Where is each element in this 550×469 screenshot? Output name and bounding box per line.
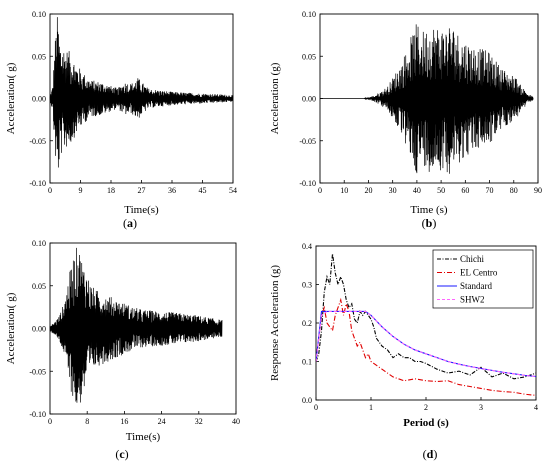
- y-tick-label: 0.3: [302, 281, 312, 290]
- x-tick-label: 24: [158, 417, 166, 426]
- series-line-standard: [316, 310, 536, 378]
- x-tick-label: 80: [510, 186, 518, 195]
- acceleration-series-line: [49, 247, 223, 403]
- chart-panel-3: 0 8 16 24 32 40 0.10 0.05 0.00 -0.05 -0.10 Time(s) A…: [5, 239, 240, 461]
- y-tick-label: -0.10: [29, 410, 46, 419]
- panel-label: (a): [123, 216, 137, 230]
- x-tick-label: 50: [437, 186, 445, 195]
- x-tick-label: 9: [79, 186, 83, 195]
- legend-label: Chichi: [460, 254, 484, 264]
- y-axis-label: Acceleration (g): [269, 62, 281, 134]
- y-tick-label: 0.00: [302, 95, 316, 104]
- y-tick-label: 0.0: [302, 396, 312, 405]
- y-tick-label: 0.1: [302, 358, 312, 367]
- panel-label: (d): [423, 447, 438, 461]
- x-tick-label: 0: [314, 403, 318, 412]
- x-tick-label: 36: [168, 186, 176, 195]
- x-axis-label: Period (s): [403, 417, 449, 429]
- x-tick-label: 40: [413, 186, 421, 195]
- y-tick-label: 0.05: [302, 52, 316, 61]
- panel-label: (b): [422, 216, 437, 230]
- y-tick-label: -0.10: [299, 179, 316, 188]
- x-axis-label: Time (s): [410, 204, 448, 216]
- y-tick-label: 0.4: [302, 242, 312, 251]
- x-tick-label: 2: [424, 403, 428, 412]
- y-tick-label: 0.10: [32, 239, 46, 248]
- x-tick-label: 16: [120, 417, 128, 426]
- x-tick-label: 30: [389, 186, 397, 195]
- y-tick-label: 0.05: [32, 282, 46, 291]
- x-tick-label: 0: [318, 186, 322, 195]
- x-tick-label: 8: [85, 417, 89, 426]
- y-axis-label: Acceleration( g): [5, 292, 17, 364]
- acceleration-series-line: [49, 17, 234, 168]
- y-axis-label: Acceleration( g): [5, 62, 17, 134]
- x-tick-label: 90: [534, 186, 542, 195]
- legend-label: EL Centro: [460, 268, 498, 278]
- x-tick-label: 4: [534, 403, 538, 412]
- y-tick-label: 0.10: [302, 10, 316, 19]
- legend-label: SHW2: [460, 295, 485, 305]
- x-tick-label: 0: [48, 186, 52, 195]
- series-line-shw2: [316, 310, 536, 378]
- y-tick-label: -0.05: [299, 137, 316, 146]
- x-tick-label: 20: [364, 186, 372, 195]
- x-tick-label: 45: [199, 186, 207, 195]
- chart-panel-4: 0 1 2 3 4 0.0 0.1 0.2 0.3 0.4 Period (s) Response A…: [269, 242, 538, 461]
- series-line-chichi: [316, 253, 536, 380]
- x-axis-label: Time(s): [126, 431, 161, 443]
- y-tick-label: 0.10: [32, 10, 46, 19]
- legend-label: Standard: [460, 281, 492, 291]
- x-tick-label: 54: [229, 186, 237, 195]
- x-tick-label: 10: [340, 186, 348, 195]
- x-tick-label: 32: [195, 417, 203, 426]
- chart-panel-2: 0 10 20 30 40 50 60 70 80 90 0.10 0.05 0.00 -0.05 -0.1…: [269, 10, 542, 230]
- y-tick-label: -0.05: [29, 367, 46, 376]
- acceleration-series-line: [320, 24, 534, 174]
- y-tick-label: 0.05: [32, 52, 46, 61]
- y-tick-label: -0.10: [29, 179, 46, 188]
- panel-label: (c): [115, 447, 128, 461]
- y-tick-label: 0.00: [32, 325, 46, 334]
- x-tick-label: 60: [461, 186, 469, 195]
- y-tick-label: 0.00: [32, 95, 46, 104]
- series-line-el-centro: [316, 297, 536, 396]
- x-tick-label: 18: [107, 186, 115, 195]
- x-tick-label: 27: [138, 186, 146, 195]
- legend-box: [432, 249, 534, 309]
- y-axis-label: Response Acceleration (g): [269, 265, 281, 381]
- x-tick-label: 3: [479, 403, 483, 412]
- x-tick-label: 70: [486, 186, 494, 195]
- chart-panel-1: 0 9 18 27 36 45 54 0.10 0.05 0.00 -0.05 -0.10 Time(s…: [5, 10, 237, 230]
- y-tick-label: -0.05: [29, 137, 46, 146]
- x-tick-label: 40: [232, 417, 240, 426]
- x-axis-label: Time(s): [124, 204, 159, 216]
- y-tick-label: 0.2: [302, 319, 312, 328]
- x-tick-label: 1: [369, 403, 373, 412]
- x-tick-label: 0: [48, 417, 52, 426]
